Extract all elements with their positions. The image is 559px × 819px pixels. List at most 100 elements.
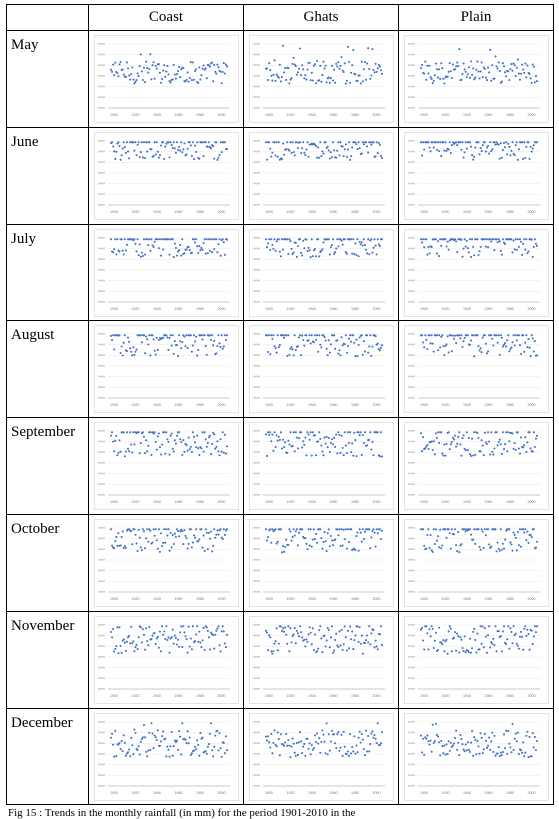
data-point (133, 443, 136, 446)
data-point (111, 732, 114, 735)
data-point (157, 339, 160, 342)
data-point (534, 546, 537, 549)
data-point (474, 453, 477, 457)
data-point (376, 648, 379, 651)
data-point (147, 243, 150, 246)
data-point (510, 63, 513, 66)
data-point (171, 334, 174, 337)
data-point (111, 431, 114, 434)
data-point (518, 237, 522, 240)
x-tick-label: 1920 (132, 403, 140, 407)
data-point (279, 528, 282, 531)
data-point (379, 431, 382, 434)
data-point (292, 742, 295, 745)
data-point (190, 751, 193, 754)
data-point (114, 61, 117, 64)
data-point (223, 253, 226, 256)
data-point (468, 237, 471, 240)
data-point (514, 536, 517, 539)
data-point (306, 141, 309, 144)
data-point (464, 70, 467, 73)
data-point (446, 75, 449, 78)
data-point (454, 237, 457, 240)
data-point (121, 68, 124, 71)
data-point (464, 449, 467, 452)
data-point (170, 546, 173, 549)
y-tick-mark (408, 139, 415, 142)
month-label: May (6, 30, 89, 128)
data-point (287, 252, 290, 255)
data-point (508, 350, 511, 353)
data-point (136, 748, 139, 751)
data-point (123, 641, 126, 644)
data-point (479, 548, 482, 551)
data-point (172, 642, 175, 645)
data-point (378, 143, 381, 146)
data-point (119, 450, 122, 453)
data-point (338, 749, 341, 752)
data-point (224, 63, 227, 66)
data-point (140, 549, 143, 552)
data-point (158, 71, 161, 74)
data-point (482, 454, 485, 457)
data-point (330, 64, 334, 67)
data-point (367, 237, 370, 240)
data-point (218, 454, 221, 457)
data-point (438, 254, 441, 257)
data-point (201, 141, 204, 144)
data-point (495, 141, 498, 144)
data-point (449, 627, 452, 630)
data-point (340, 435, 343, 438)
y-tick-mark (408, 182, 415, 185)
data-point (124, 75, 127, 78)
data-point (466, 649, 469, 652)
data-point (109, 630, 113, 633)
data-point (158, 550, 161, 553)
data-point (353, 638, 356, 641)
data-point (332, 544, 335, 547)
data-point (509, 348, 512, 351)
data-point (283, 550, 286, 553)
data-point (441, 334, 444, 337)
data-point (140, 341, 143, 344)
x-tick-label: 1980 (351, 597, 359, 601)
data-point (346, 431, 349, 434)
data-point (159, 650, 163, 653)
data-point (523, 71, 526, 74)
data-point (367, 734, 370, 737)
data-point (189, 753, 192, 756)
data-point (369, 431, 372, 434)
data-point (448, 749, 451, 752)
data-point (526, 64, 529, 67)
data-point (208, 65, 212, 68)
data-point (501, 630, 504, 633)
data-point (153, 141, 156, 144)
data-point (363, 350, 367, 353)
data-point (159, 81, 163, 84)
data-point (133, 82, 136, 85)
data-point (366, 62, 369, 65)
data-point (491, 642, 494, 645)
data-point (448, 141, 451, 144)
x-tick-label: 1920 (287, 307, 295, 311)
data-point (122, 638, 125, 641)
data-point (145, 537, 148, 540)
data-point (513, 64, 516, 67)
data-point (487, 144, 490, 147)
month-label: December (6, 707, 89, 806)
x-tick-label: 1960 (175, 791, 183, 795)
data-point (515, 549, 518, 552)
data-point (336, 452, 339, 455)
data-point (330, 539, 334, 542)
data-point (183, 251, 186, 254)
data-point (209, 453, 213, 456)
data-point (179, 243, 182, 246)
data-point (157, 646, 160, 649)
y-tick-mark (408, 53, 415, 56)
data-point (491, 338, 494, 341)
data-point (343, 745, 346, 748)
data-point (223, 334, 226, 337)
plot-cell: 1900 1920 1940 1960 1980 2000 (88, 30, 244, 128)
chart-frame: 1900 1920 1940 1960 1980 2000 (250, 713, 393, 800)
data-point (191, 344, 194, 347)
